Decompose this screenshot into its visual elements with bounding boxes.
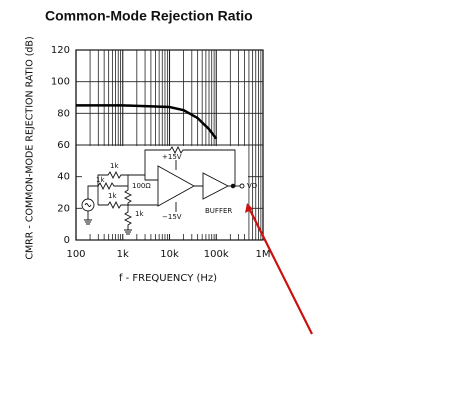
circuit-label: BUFFER (205, 207, 232, 215)
x-tick-label: 100k (204, 249, 229, 260)
y-tick-label: 80 (57, 108, 70, 119)
circuit-label: +15V (162, 153, 182, 161)
x-axis-label: f - FREQUENCY (Hz) (119, 273, 217, 284)
circuit-inset: 1k 1k 1k 100Ω +15V −15V 1k BUFFER VO (81, 145, 258, 235)
circuit-label: VO (247, 182, 258, 190)
x-tick-label: 1k (117, 249, 129, 260)
y-tick-label: 20 (57, 203, 70, 214)
y-tick-label: 0 (64, 235, 70, 246)
circuit-drawing (81, 145, 245, 235)
circuit-label: 1k (96, 176, 105, 184)
y-tick-label: 60 (57, 140, 70, 151)
circuit-label: 1k (110, 162, 119, 170)
plot (76, 104, 218, 140)
x-tick-label: 1M (256, 249, 271, 260)
red-arrow (245, 203, 313, 335)
x-tick-label: 10k (160, 249, 179, 260)
circuit-label: 1k (135, 210, 144, 218)
circuit-label: 100Ω (132, 182, 151, 190)
y-tick-label: 100 (51, 77, 70, 88)
x-tick-label: 100 (66, 249, 85, 260)
y-axis-label: CMRR - COMMON-MODE REJECTION RATIO (dB) (25, 36, 36, 259)
plot-frame (75, 49, 264, 241)
y-tick-label: 40 (57, 172, 70, 183)
circuit-label: −15V (162, 213, 182, 221)
line-series (76, 104, 218, 140)
chart-title: Common-Mode Rejection Ratio (45, 8, 253, 24)
circuit-label: 1k (108, 192, 117, 200)
y-tick-label: 120 (51, 45, 70, 56)
